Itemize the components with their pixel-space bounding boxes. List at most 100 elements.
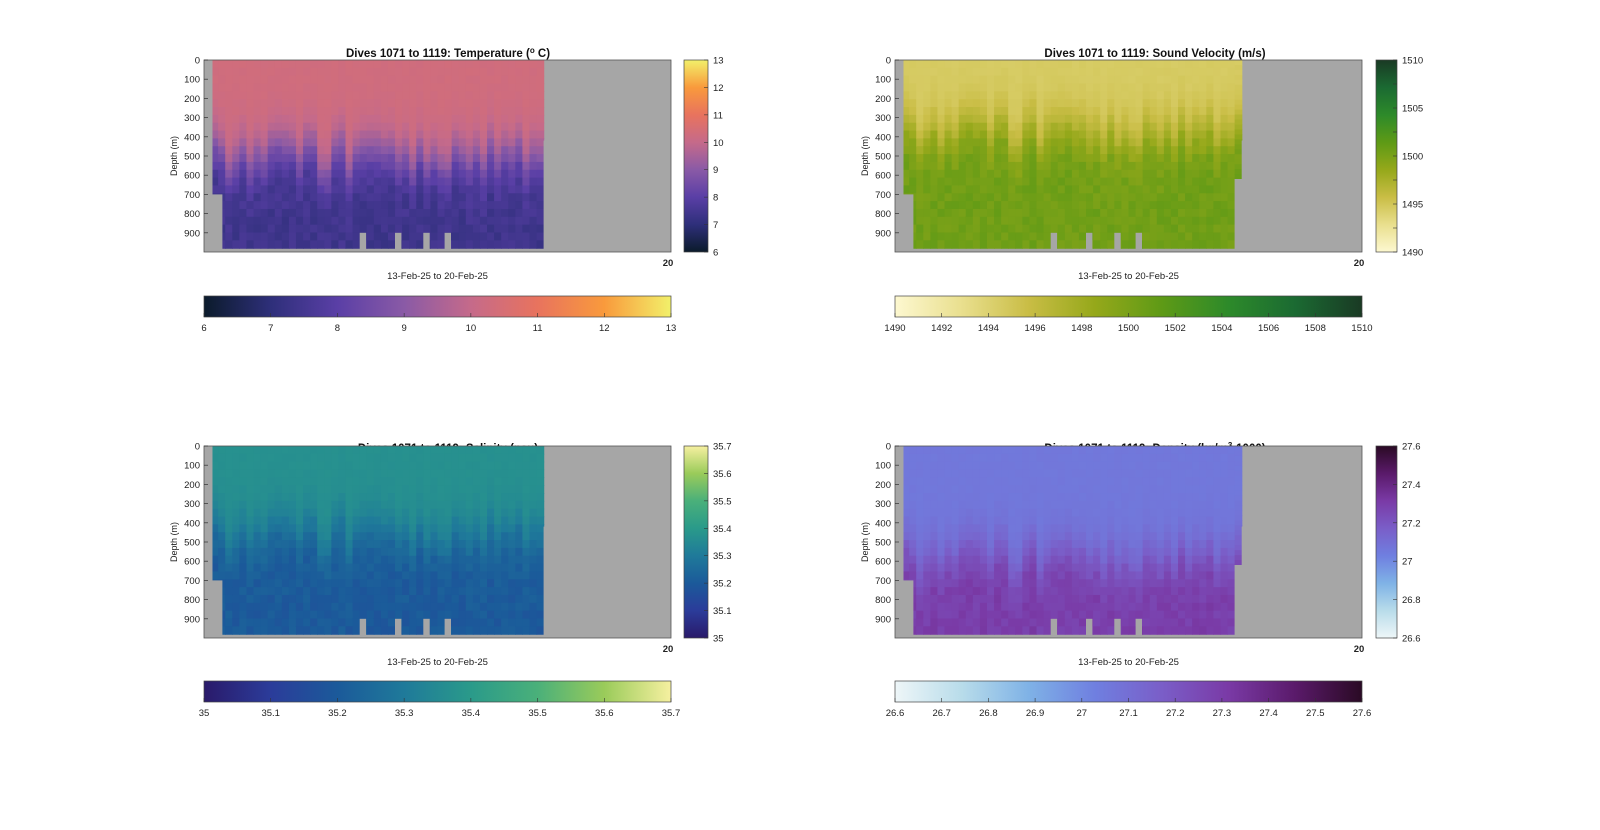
depth-cell	[1149, 516, 1158, 525]
depth-cell	[239, 540, 248, 549]
depth-cell	[1163, 216, 1172, 226]
depth-cell	[1043, 587, 1052, 596]
depth-cell	[1185, 524, 1193, 533]
depth-cell	[1029, 232, 1038, 241]
depth-cell	[232, 594, 240, 604]
depth-cell	[515, 469, 524, 478]
depth-cell	[1206, 532, 1215, 541]
depth-cell	[402, 146, 410, 155]
depth-cell	[479, 83, 488, 92]
depth-cell	[1170, 555, 1179, 565]
depth-cell	[501, 208, 509, 218]
depth-cell	[395, 500, 403, 510]
depth-cell	[1071, 524, 1080, 533]
depth-cell	[1192, 91, 1200, 100]
depth-cell	[1086, 453, 1094, 463]
depth-cell	[232, 146, 240, 155]
depth-cell	[1227, 107, 1236, 116]
depth-cell	[274, 83, 283, 92]
depth-cell	[1135, 508, 1144, 518]
depth-cell	[501, 91, 509, 100]
depth-cell	[324, 99, 332, 108]
depth-cell	[986, 547, 995, 557]
depth-cell	[232, 177, 240, 187]
depth-cell	[1185, 130, 1193, 139]
depth-cell	[218, 469, 226, 478]
depth-cell	[1149, 169, 1158, 179]
depth-cell	[1078, 461, 1087, 471]
depth-cell	[1015, 461, 1023, 471]
depth-cell	[387, 493, 396, 502]
depth-cell	[380, 114, 389, 124]
depth-cell	[395, 99, 403, 108]
depth-cell	[501, 594, 509, 604]
depth-cell	[444, 579, 453, 588]
depth-cell	[1071, 138, 1080, 147]
depth-cell	[515, 594, 524, 604]
depth-cell	[444, 161, 453, 171]
colorbar-tick-label: 9	[713, 165, 718, 176]
depth-cell	[1001, 532, 1009, 541]
depth-cell	[267, 477, 276, 486]
depth-cell	[1008, 493, 1016, 502]
depth-cell	[303, 208, 311, 218]
depth-cell	[1185, 99, 1193, 108]
depth-cell	[979, 122, 988, 132]
depth-cell	[1142, 169, 1151, 179]
depth-cell	[1192, 169, 1200, 179]
depth-cell	[930, 477, 939, 486]
depth-cell	[409, 169, 417, 179]
depth-cell	[345, 154, 354, 163]
y-tick-label: 500	[184, 538, 200, 549]
depth-cell	[1022, 67, 1031, 77]
depth-cell	[1064, 107, 1073, 116]
depth-cell	[281, 177, 290, 187]
depth-cell	[1234, 560, 1243, 566]
depth-cell	[522, 587, 531, 596]
depth-cell	[317, 169, 325, 179]
depth-cell	[494, 201, 502, 210]
depth-cell	[1114, 563, 1123, 573]
depth-cell	[380, 485, 389, 494]
depth-cell	[1022, 216, 1031, 226]
depth-cell	[536, 469, 545, 478]
depth-cell	[373, 201, 382, 210]
depth-cell	[1050, 193, 1059, 202]
depth-cell	[1086, 177, 1094, 187]
depth-cell	[1156, 618, 1165, 627]
depth-cell	[416, 547, 424, 557]
depth-cell	[1071, 540, 1080, 549]
depth-cell	[986, 91, 995, 100]
depth-cell	[423, 469, 432, 478]
depth-cell	[331, 626, 340, 635]
depth-cell	[1071, 493, 1080, 502]
depth-cell	[430, 154, 439, 163]
depth-cell	[923, 107, 931, 116]
depth-cell	[281, 154, 290, 163]
depth-cell	[345, 208, 354, 218]
depth-cell	[1206, 602, 1215, 612]
depth-cell	[409, 587, 417, 596]
depth-cell	[437, 516, 446, 525]
depth-cell	[1114, 193, 1123, 202]
depth-cell	[458, 138, 467, 147]
depth-cell	[494, 138, 502, 147]
depth-cell	[352, 461, 361, 471]
depth-cell	[1121, 201, 1130, 210]
depth-cell	[303, 224, 311, 234]
depth-cell	[444, 122, 453, 132]
depth-cell	[1199, 154, 1207, 163]
depth-cell	[508, 193, 516, 202]
y-tick-label: 0	[886, 56, 891, 67]
depth-cell	[487, 122, 495, 132]
depth-cell	[930, 587, 939, 596]
depth-cell	[366, 201, 375, 210]
depth-cell	[472, 154, 481, 163]
depth-cell	[1064, 99, 1073, 108]
depth-cell	[345, 587, 354, 596]
depth-cell	[1036, 216, 1045, 226]
depth-cell	[479, 563, 488, 573]
depth-cell	[1227, 446, 1236, 455]
depth-cell	[409, 224, 417, 234]
